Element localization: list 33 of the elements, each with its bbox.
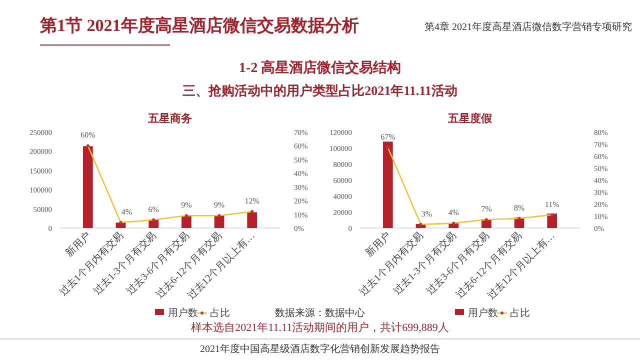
data-label: 8% [514, 203, 525, 212]
chart-title: 五星度假 [447, 112, 493, 125]
data-label: 7% [481, 204, 492, 214]
text: 样本选自2021年11.11活动期间的用户，共计699,889人 [191, 321, 449, 334]
legend-label: 占比 [210, 307, 230, 319]
bar [214, 216, 224, 228]
bar [82, 146, 93, 228]
text: 第1节 2021年度高星酒店微信交易数据分析 [39, 16, 359, 35]
data-label: 6% [148, 204, 160, 214]
data-label: 3% [421, 209, 432, 218]
bar [247, 212, 258, 228]
legend-label: 占比 [510, 307, 530, 319]
text: 2021年度中国高星级酒店数字化营销创新发展趋势报告 [200, 343, 440, 355]
text: 第4章 2021年度高星酒店微信数字营销专项研究 [424, 21, 632, 33]
data-label: 11% [544, 200, 560, 209]
legend-label: 用户数 [468, 307, 498, 319]
source-note: 数据来源：数据中心 [275, 307, 365, 319]
text: 1-2 高星酒店微信交易结构 [238, 59, 402, 76]
data-label: 12% [244, 196, 260, 206]
bar [547, 214, 558, 228]
data-label: 9% [214, 200, 225, 210]
data-label: 67% [380, 132, 396, 142]
x-tick-label: 新用户 [363, 230, 394, 260]
data-label: 9% [181, 200, 192, 210]
bar [382, 142, 393, 228]
x-tick-label: 新用户 [63, 230, 94, 260]
legend-label: 用户数 [168, 307, 198, 319]
bar [181, 216, 192, 228]
text: 三、抢购活动中的用户类型占比2021年11.11活动 [182, 83, 458, 98]
data-label: 60% [80, 130, 96, 140]
chart-title: 五星商务 [147, 112, 192, 125]
data-label: 4% [121, 208, 132, 217]
data-label: 4% [448, 208, 460, 218]
